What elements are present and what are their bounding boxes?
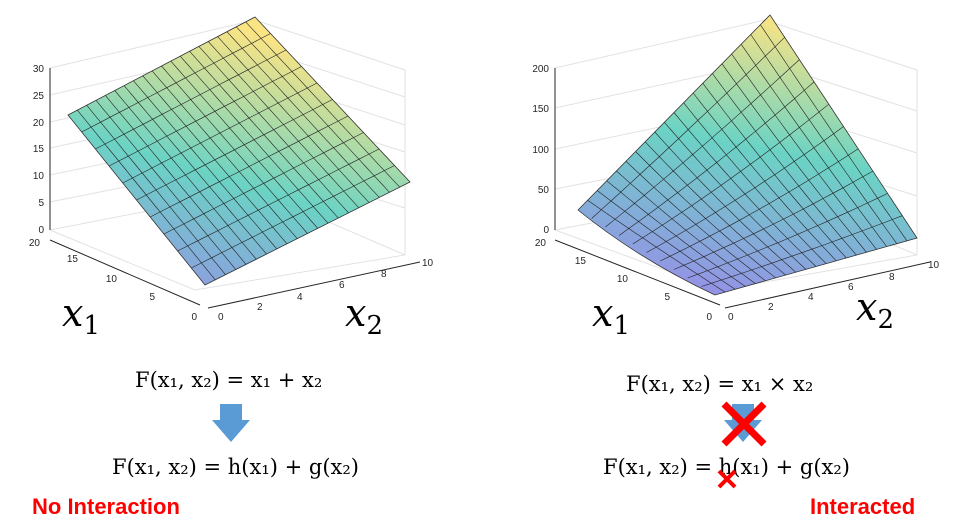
- right-z-tick: 0: [543, 225, 549, 236]
- left-x1-tick: 5: [149, 292, 155, 303]
- left-x2-tick: 10: [422, 258, 434, 269]
- left-z-tick: 5: [38, 198, 44, 209]
- down-arrow-icon: [212, 404, 250, 442]
- left-x1-tick: 10: [106, 274, 118, 285]
- left-z-tick: 25: [33, 91, 45, 102]
- left-x2-tick: 0: [218, 312, 224, 323]
- right-formula-bottom: F(x₁, x₂) = h(x₁) + g(x₂): [603, 455, 850, 479]
- right-x1-tick: 20: [535, 238, 547, 249]
- right-z-tick: 100: [532, 145, 549, 156]
- right-x2-tick: 8: [889, 272, 895, 283]
- left-z-tick: 10: [33, 171, 45, 182]
- left-axis-lines: [49, 68, 421, 309]
- mesh-line: [605, 59, 800, 228]
- right-x2-label: x2: [856, 285, 894, 335]
- left-plot-svg: 30 25 20 15 10 5 0 20 15 10 5 0 0 2 4 6 …: [29, 16, 434, 340]
- interacted-label: Interacted: [810, 494, 916, 519]
- left-x2-tick: 6: [339, 280, 345, 291]
- left-z-tick: 15: [33, 144, 45, 155]
- left-x1-tick: 15: [67, 254, 79, 265]
- left-z-tick: 20: [33, 118, 45, 129]
- right-formula-top: F(x₁, x₂) = x₁ × x₂: [626, 372, 814, 396]
- left-x2-tick: 4: [297, 292, 303, 303]
- right-x1-tick: 15: [575, 256, 587, 267]
- left-surface: [67, 16, 411, 286]
- left-z-tick: 0: [38, 225, 44, 236]
- mesh-line: [163, 132, 364, 235]
- small-cross-icon: [717, 469, 737, 489]
- right-x1-tick: 5: [664, 292, 670, 303]
- mesh-line: [95, 49, 287, 150]
- left-x2-ticks: 0 2 4 6 8 10: [218, 258, 434, 323]
- mesh-line: [687, 193, 888, 279]
- mesh-line: [660, 148, 859, 262]
- mesh-line: [618, 81, 815, 236]
- right-x1-tick: 10: [617, 274, 629, 285]
- left-z-ticks: 30 25 20 15 10 5 0: [33, 64, 45, 236]
- left-surface-plot: 30 25 20 15 10 5 0 20 15 10 5 0 0 2 4 6 …: [0, 0, 480, 340]
- right-x1-tick: 0: [706, 312, 712, 323]
- right-x2-tick: 0: [728, 312, 734, 323]
- left-formula-bottom: F(x₁, x₂) = h(x₁) + g(x₂): [112, 455, 359, 479]
- left-x2-tick: 2: [257, 302, 263, 313]
- right-z-ticks: 200 150 100 50 0: [532, 64, 549, 236]
- mesh-line: [177, 148, 380, 252]
- right-z-tick: 200: [532, 64, 549, 75]
- right-x2-tick: 2: [768, 302, 774, 313]
- mesh-line: [191, 165, 395, 269]
- left-formula-top: F(x₁, x₂) = x₁ + x₂: [135, 368, 323, 392]
- right-axis-lines: [554, 68, 931, 309]
- right-surface-plot: 200 150 100 50 0 20 15 10 5 0 0 2 4 6 8 …: [480, 0, 962, 340]
- right-z-tick: 50: [538, 185, 550, 196]
- left-x1-tick: 0: [191, 312, 197, 323]
- right-z-tick: 150: [532, 104, 549, 115]
- mesh-line: [136, 99, 333, 201]
- mesh-line: [108, 66, 302, 167]
- mesh-line: [632, 103, 829, 245]
- mesh-line: [673, 170, 874, 270]
- mesh-line: [701, 215, 903, 287]
- left-x2-label: x2: [345, 291, 383, 340]
- mesh-line: [646, 126, 844, 253]
- mesh-line: [150, 115, 349, 218]
- left-x1-label: x1: [62, 291, 100, 340]
- mesh-line: [81, 33, 271, 133]
- left-x1-tick: 20: [29, 238, 41, 249]
- mesh-line: [591, 37, 785, 219]
- mesh-line: [122, 82, 318, 184]
- left-x1-ticks: 20 15 10 5 0: [29, 238, 198, 323]
- right-x1-label: x1: [592, 291, 630, 340]
- left-x2-tick: 8: [381, 269, 387, 280]
- right-x2-tick: 6: [848, 282, 854, 293]
- right-plot-svg: 200 150 100 50 0 20 15 10 5 0 0 2 4 6 8 …: [532, 14, 940, 340]
- big-cross-icon: [721, 401, 767, 447]
- right-x2-tick: 10: [928, 260, 940, 271]
- no-interaction-label: No Interaction: [32, 494, 180, 519]
- left-z-tick: 30: [33, 64, 45, 75]
- right-x2-tick: 4: [808, 292, 814, 303]
- right-x1-ticks: 20 15 10 5 0: [535, 238, 713, 323]
- right-x2-ticks: 0 2 4 6 8 10: [728, 260, 940, 323]
- right-surface: [577, 14, 918, 296]
